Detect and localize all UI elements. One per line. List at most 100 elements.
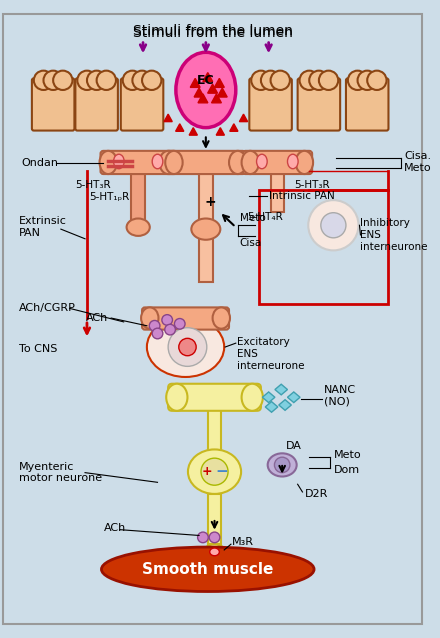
FancyBboxPatch shape xyxy=(346,78,389,131)
Circle shape xyxy=(271,71,290,90)
Polygon shape xyxy=(216,128,224,135)
Ellipse shape xyxy=(127,218,150,236)
Polygon shape xyxy=(190,78,200,87)
Ellipse shape xyxy=(188,449,241,494)
Ellipse shape xyxy=(210,548,220,556)
Circle shape xyxy=(149,320,160,331)
Text: Stimuli from the lumen: Stimuli from the lumen xyxy=(132,26,293,40)
Circle shape xyxy=(168,328,207,366)
Text: 5-HT₄R: 5-HT₄R xyxy=(247,212,283,221)
Text: ACh: ACh xyxy=(86,313,108,323)
Text: Intrinsic PAN: Intrinsic PAN xyxy=(269,191,334,201)
Polygon shape xyxy=(275,384,287,395)
Circle shape xyxy=(308,200,359,250)
Text: D2R: D2R xyxy=(304,489,328,499)
Bar xyxy=(132,171,145,227)
Circle shape xyxy=(165,324,176,335)
Bar xyxy=(259,189,388,304)
Text: Myenteric
motor neurone: Myenteric motor neurone xyxy=(19,462,103,484)
Ellipse shape xyxy=(213,308,230,329)
Polygon shape xyxy=(194,88,204,97)
Ellipse shape xyxy=(176,52,236,128)
Ellipse shape xyxy=(229,151,246,174)
Ellipse shape xyxy=(114,154,124,168)
Circle shape xyxy=(142,71,161,90)
Text: Meto: Meto xyxy=(334,450,361,460)
Circle shape xyxy=(309,71,329,90)
Ellipse shape xyxy=(166,383,187,411)
Text: EC: EC xyxy=(197,74,215,87)
Text: NANC
(NO): NANC (NO) xyxy=(324,385,356,406)
Text: DA: DA xyxy=(286,441,302,450)
Text: Ondan: Ondan xyxy=(21,158,58,168)
Circle shape xyxy=(132,71,152,90)
Circle shape xyxy=(367,71,386,90)
Circle shape xyxy=(300,71,319,90)
Text: Meto: Meto xyxy=(240,213,265,223)
Circle shape xyxy=(319,71,338,90)
Circle shape xyxy=(358,71,377,90)
Circle shape xyxy=(261,71,280,90)
Text: +: + xyxy=(205,195,216,209)
Text: Extrinsic
PAN: Extrinsic PAN xyxy=(19,216,67,238)
Ellipse shape xyxy=(296,151,313,174)
Text: Stimuli from the lumen: Stimuli from the lumen xyxy=(132,24,293,38)
Ellipse shape xyxy=(147,317,224,377)
Circle shape xyxy=(179,338,196,356)
Polygon shape xyxy=(203,73,213,82)
Circle shape xyxy=(348,71,367,90)
Text: Meto: Meto xyxy=(404,163,432,174)
Ellipse shape xyxy=(152,154,163,168)
Polygon shape xyxy=(262,392,275,403)
Text: −: − xyxy=(216,464,229,479)
Ellipse shape xyxy=(141,308,158,329)
Polygon shape xyxy=(164,114,172,122)
Text: Excitatory
ENS
interneurone: Excitatory ENS interneurone xyxy=(237,338,304,371)
Ellipse shape xyxy=(165,151,183,174)
Text: 5-HT₃R: 5-HT₃R xyxy=(294,180,330,189)
Circle shape xyxy=(209,532,220,543)
Polygon shape xyxy=(287,392,300,403)
Ellipse shape xyxy=(99,151,117,174)
Ellipse shape xyxy=(204,544,225,560)
FancyBboxPatch shape xyxy=(249,78,292,131)
Circle shape xyxy=(53,71,73,90)
FancyBboxPatch shape xyxy=(142,308,229,330)
Polygon shape xyxy=(230,124,238,131)
Circle shape xyxy=(97,71,116,90)
Circle shape xyxy=(321,212,346,238)
Ellipse shape xyxy=(287,154,298,168)
FancyBboxPatch shape xyxy=(166,151,246,174)
Bar xyxy=(208,407,221,450)
Polygon shape xyxy=(265,402,278,412)
Ellipse shape xyxy=(242,151,259,174)
FancyBboxPatch shape xyxy=(32,78,74,131)
Ellipse shape xyxy=(242,383,263,411)
Bar xyxy=(208,494,221,544)
Bar xyxy=(199,171,213,282)
Text: Dom: Dom xyxy=(334,464,359,475)
Text: Cisa.: Cisa. xyxy=(404,151,431,161)
Text: To CNS: To CNS xyxy=(19,344,58,354)
Ellipse shape xyxy=(257,154,267,168)
FancyBboxPatch shape xyxy=(121,78,163,131)
Polygon shape xyxy=(176,124,184,131)
Text: 5-HT₁ₚR: 5-HT₁ₚR xyxy=(89,192,129,202)
Polygon shape xyxy=(198,94,208,103)
Ellipse shape xyxy=(159,151,177,174)
Ellipse shape xyxy=(268,454,297,477)
Circle shape xyxy=(275,457,290,473)
Text: Smooth muscle: Smooth muscle xyxy=(142,562,273,577)
Circle shape xyxy=(198,532,208,543)
Circle shape xyxy=(123,71,142,90)
Polygon shape xyxy=(217,88,227,97)
Circle shape xyxy=(162,315,172,325)
FancyBboxPatch shape xyxy=(297,78,340,131)
Circle shape xyxy=(174,318,185,329)
Text: ACh/CGRP: ACh/CGRP xyxy=(19,304,76,313)
Circle shape xyxy=(201,458,228,486)
Polygon shape xyxy=(239,114,248,122)
Text: ACh: ACh xyxy=(104,523,127,533)
Polygon shape xyxy=(279,399,291,410)
FancyBboxPatch shape xyxy=(242,151,312,174)
